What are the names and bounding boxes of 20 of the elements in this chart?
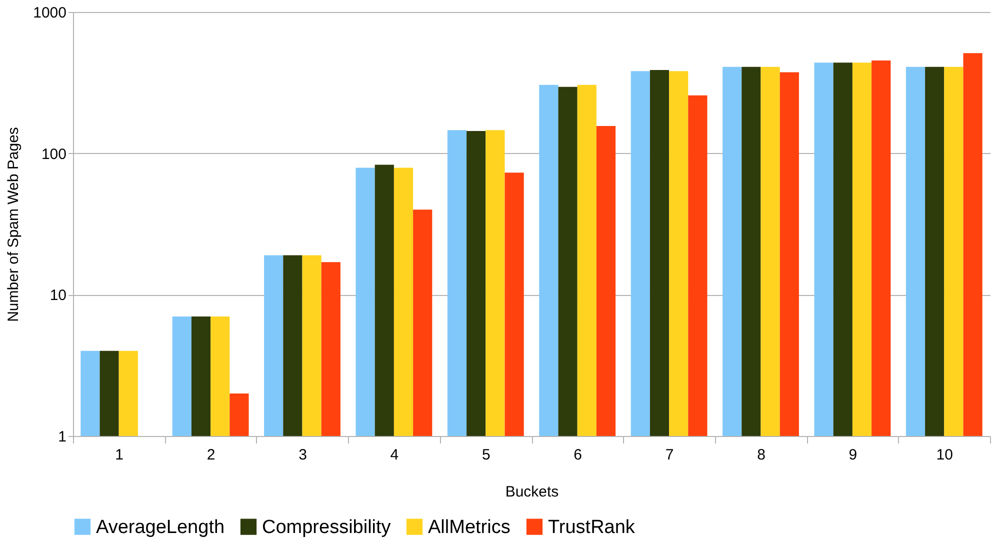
x-tick-label: 7 xyxy=(665,446,674,464)
x-tick-label: 8 xyxy=(757,446,766,464)
x-tick-label: 10 xyxy=(936,446,953,464)
x-tick-label: 1 xyxy=(115,446,124,464)
y-tick-label: 10 xyxy=(50,287,66,304)
y-tick-label: 1000 xyxy=(33,4,66,22)
x-tick-label: 4 xyxy=(390,446,399,464)
y-tick-label: 1 xyxy=(58,428,66,446)
legend-label: Compressibility xyxy=(262,516,392,538)
legend-label: AllMetrics xyxy=(428,516,510,538)
x-axis-title: Buckets xyxy=(505,484,559,500)
x-tick-label: 3 xyxy=(298,446,307,464)
y-tick-label: 100 xyxy=(41,146,66,163)
x-tick-label: 6 xyxy=(574,446,582,464)
x-tick-label: 9 xyxy=(848,446,858,464)
x-tick-label: 2 xyxy=(206,446,216,464)
y-axis-title: Number of Spam Web Pages xyxy=(5,127,22,322)
legend-label: AverageLength xyxy=(96,516,225,538)
legend-label: TrustRank xyxy=(548,516,636,538)
x-tick-label: 5 xyxy=(482,446,490,464)
